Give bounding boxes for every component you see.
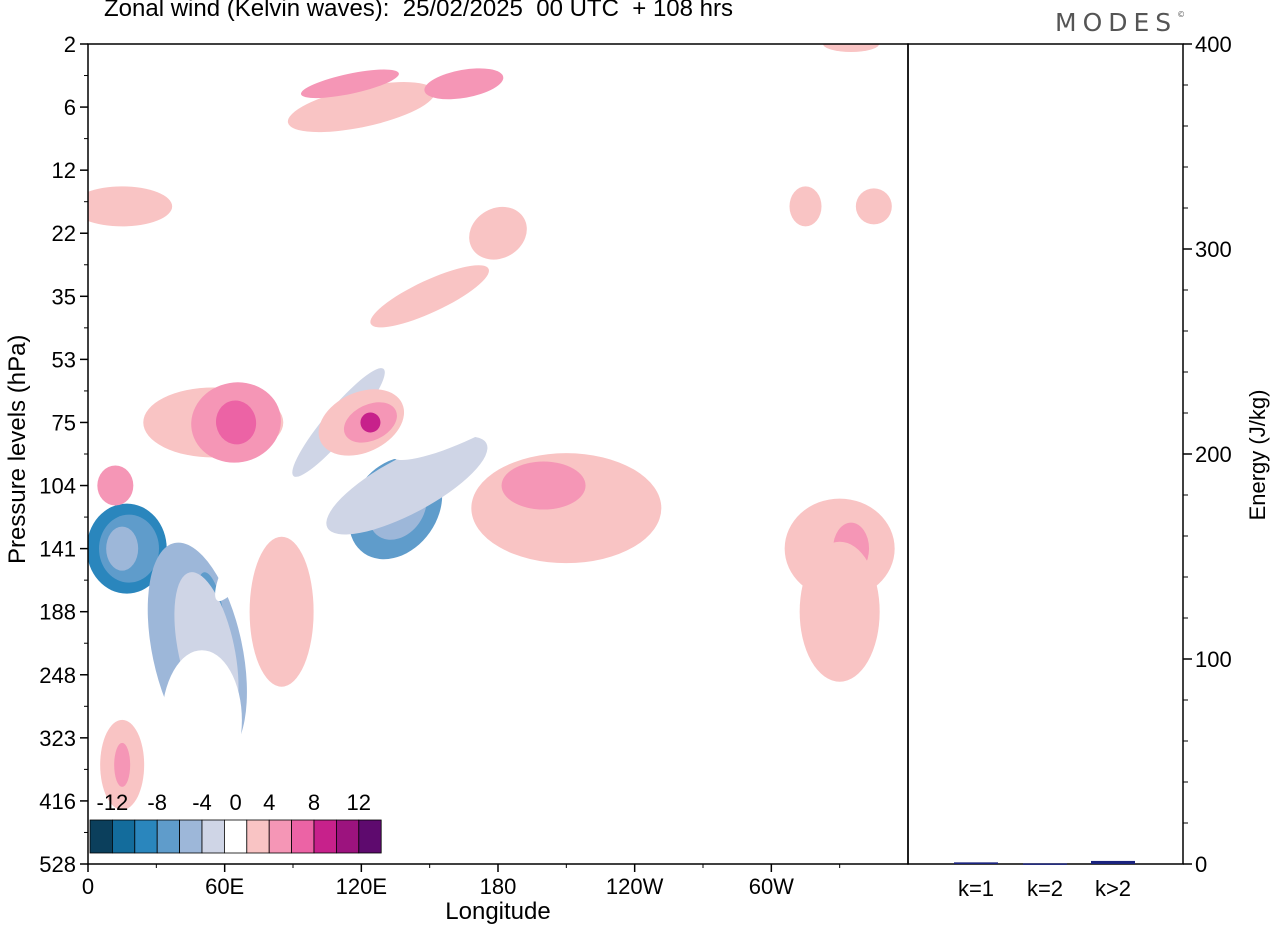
contour-blob xyxy=(106,526,139,571)
contour-blob xyxy=(855,188,892,225)
energy-tick-label: 300 xyxy=(1195,237,1232,262)
modes-logo: MODES© xyxy=(1055,8,1185,37)
longitude-axis-label: Longitude xyxy=(445,898,551,925)
contour-blob xyxy=(215,400,257,445)
contour-blob xyxy=(501,461,586,510)
energy-category-label: k=2 xyxy=(1027,876,1063,901)
contour-blob xyxy=(390,384,537,461)
colorbar-label: -12 xyxy=(97,790,129,815)
contour-blob xyxy=(161,650,242,791)
colorbar-swatch xyxy=(291,819,315,854)
colorbar-label: -8 xyxy=(147,790,167,815)
x-tick-label: 120E xyxy=(336,874,387,899)
colorbar-label: 8 xyxy=(308,790,320,815)
colorbar-swatch xyxy=(223,819,248,854)
energy-axis: 0 100 200 300 400 xyxy=(1183,32,1232,877)
contour-blob xyxy=(189,44,214,72)
energy-bar xyxy=(1023,863,1067,865)
colorbar-label: 0 xyxy=(229,790,241,815)
zonal-wind-contours xyxy=(88,44,895,810)
colorbar-swatch xyxy=(134,819,158,854)
energy-tick-label: 400 xyxy=(1195,32,1232,57)
colorbar-swatch xyxy=(179,819,203,854)
colorbar-swatch xyxy=(112,819,136,854)
contour-blob xyxy=(370,265,489,328)
contour-blob xyxy=(823,44,880,52)
y-tick-label: 75 xyxy=(52,410,76,435)
y-tick-label: 22 xyxy=(52,221,76,246)
energy-tick-label: 200 xyxy=(1195,442,1232,467)
y-tick-label: 53 xyxy=(52,347,76,372)
contour-blob xyxy=(88,186,173,227)
energy-bar xyxy=(1091,860,1135,864)
contour-blob xyxy=(740,290,826,428)
y-tick-label: 323 xyxy=(39,726,76,751)
logo-text: MODES xyxy=(1055,8,1178,37)
colorbar-swatch xyxy=(268,819,293,854)
colorbar-swatch xyxy=(358,819,382,854)
contour-blob xyxy=(469,206,527,260)
energy-tick-label: 0 xyxy=(1195,852,1207,877)
contour-blob xyxy=(438,132,489,209)
contour-blob xyxy=(249,536,314,687)
colorbar-label: -4 xyxy=(192,790,212,815)
energy-category-label: k>2 xyxy=(1095,876,1131,901)
x-tick-label: 120W xyxy=(606,874,664,899)
y-tick-label: 35 xyxy=(52,284,76,309)
x-tick-label: 60E xyxy=(205,874,244,899)
contour-blob xyxy=(215,496,280,602)
y-tick-label: 248 xyxy=(39,663,76,688)
contour-blob xyxy=(799,541,880,682)
colorbar-swatch xyxy=(156,819,180,854)
energy-bars: k=1 k=2 k>2 xyxy=(954,860,1135,901)
y-tick-label: 2 xyxy=(64,32,76,57)
x-tick-label: 0 xyxy=(82,874,94,899)
energy-bar xyxy=(954,862,998,864)
energy-axis-label: Energy (J/kg) xyxy=(1245,389,1270,521)
pressure-axis: 2 6 12 22 35 53 75 104 141 188 248 323 416 528 xyxy=(39,32,88,877)
colorbar-label: 12 xyxy=(347,790,371,815)
energy-tick-label: 100 xyxy=(1195,647,1232,672)
energy-plot-frame xyxy=(907,43,1184,865)
copyright-mark: © xyxy=(1177,10,1186,19)
y-tick-label: 12 xyxy=(52,158,76,183)
contour-blob xyxy=(326,436,488,535)
colorbar-label: 4 xyxy=(263,790,275,815)
contour-blob xyxy=(182,124,312,216)
chart-title: Zonal wind (Kelvin waves): 25/02/2025 00… xyxy=(104,0,733,22)
x-tick-label: 60W xyxy=(749,874,794,899)
y-tick-label: 141 xyxy=(39,537,76,562)
colorbar-swatch xyxy=(246,819,270,854)
contour-blob xyxy=(424,68,504,100)
y-tick-label: 188 xyxy=(39,600,76,625)
y-tick-label: 416 xyxy=(39,789,76,814)
longitude-axis: 0 60E 120E 180 120W 60W xyxy=(82,864,841,899)
contour-blob xyxy=(661,44,722,60)
pressure-axis-label: Pressure levels (hPa) xyxy=(4,334,31,564)
colorbar-swatch xyxy=(201,819,225,854)
y-tick-label: 6 xyxy=(64,95,76,120)
contour-blob xyxy=(114,742,131,787)
x-tick-label: 180 xyxy=(480,874,517,899)
y-tick-label: 528 xyxy=(39,852,76,877)
y-tick-label: 104 xyxy=(39,474,76,499)
colorbar-legend: -12 -8 -4 0 4 8 12 xyxy=(89,790,382,854)
contour-blob xyxy=(789,186,822,227)
colorbar-swatch xyxy=(313,819,337,854)
contour-blob xyxy=(360,412,381,433)
contour-blob xyxy=(300,69,399,99)
contour-blob xyxy=(287,82,435,133)
colorbar-swatch xyxy=(89,819,113,854)
contour-blob xyxy=(97,465,134,506)
energy-category-label: k=1 xyxy=(958,876,994,901)
colorbar-swatch xyxy=(335,819,360,854)
